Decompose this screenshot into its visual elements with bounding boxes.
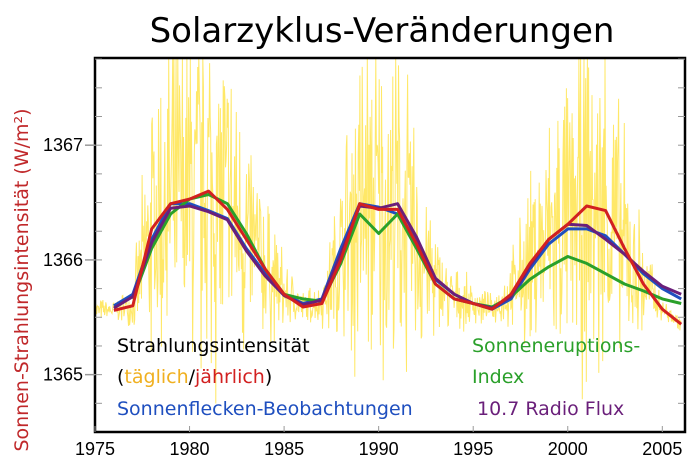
- plot-area: [94, 57, 683, 404]
- y-tick-label: 1367: [43, 135, 83, 155]
- series-flare-line: [131, 193, 682, 309]
- x-tick-label: 1990: [359, 439, 399, 459]
- y-axis-label: Sonnen-Strahlungsintensität (W/m²): [11, 108, 33, 451]
- x-tick-label: 1985: [264, 439, 304, 459]
- legend-irradiance: Strahlungsintensität: [117, 335, 310, 357]
- legend-daily: täglich: [124, 366, 188, 388]
- legend-radio-flux: 10.7 Radio Flux: [477, 398, 624, 420]
- legend-paren-close: ): [265, 366, 272, 388]
- legend-daily-yearly: (täglich/jährlich): [117, 366, 272, 388]
- legend-flare-2: Index: [472, 366, 524, 388]
- y-tick-label: 1365: [43, 365, 83, 385]
- legend-sunspots: Sonnenflecken-Beobachtungen: [117, 398, 413, 420]
- x-tick-label: 1975: [75, 439, 115, 459]
- chart-title: Solarzyklus-Veränderungen: [150, 11, 615, 51]
- y-tick-label: 1366: [43, 250, 83, 270]
- legend-yearly: jährlich: [194, 366, 265, 388]
- x-tick-label: 2000: [548, 439, 588, 459]
- plot-frame: [93, 56, 687, 434]
- legend-paren-open: (: [117, 366, 124, 388]
- x-tick-label: 1995: [453, 439, 493, 459]
- legend: Strahlungsintensität (täglich/jährlich) …: [117, 335, 640, 420]
- x-tick-label: 2005: [642, 439, 682, 459]
- legend-flare-1: Sonneneruptions-: [472, 335, 640, 357]
- series-daily-line: [94, 57, 682, 404]
- x-tick-label: 1980: [170, 439, 210, 459]
- legend-slash: /: [189, 366, 196, 388]
- axes: 1975 1980 1985 1990 1995 2000 2005 1365 1366 1367: [43, 58, 685, 459]
